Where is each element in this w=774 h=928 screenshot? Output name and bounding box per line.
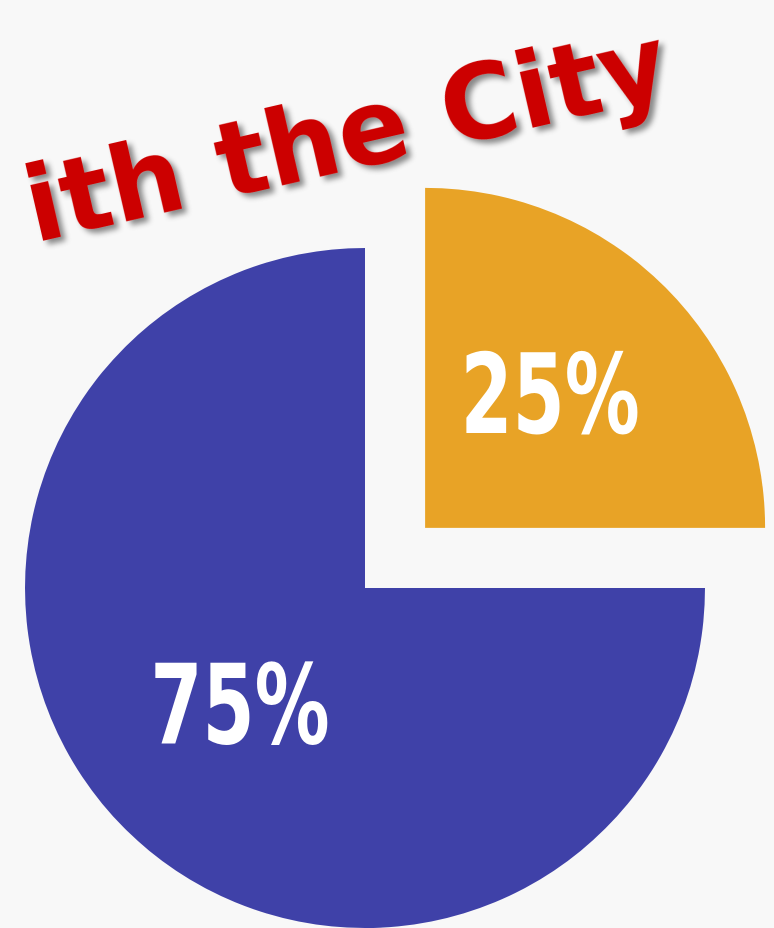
value-label: 75% (150, 641, 329, 770)
pie-slice (25, 248, 705, 928)
value-label: 25% (461, 331, 640, 460)
pie-slice (425, 187, 766, 528)
slices: 25% 75% (25, 187, 766, 928)
